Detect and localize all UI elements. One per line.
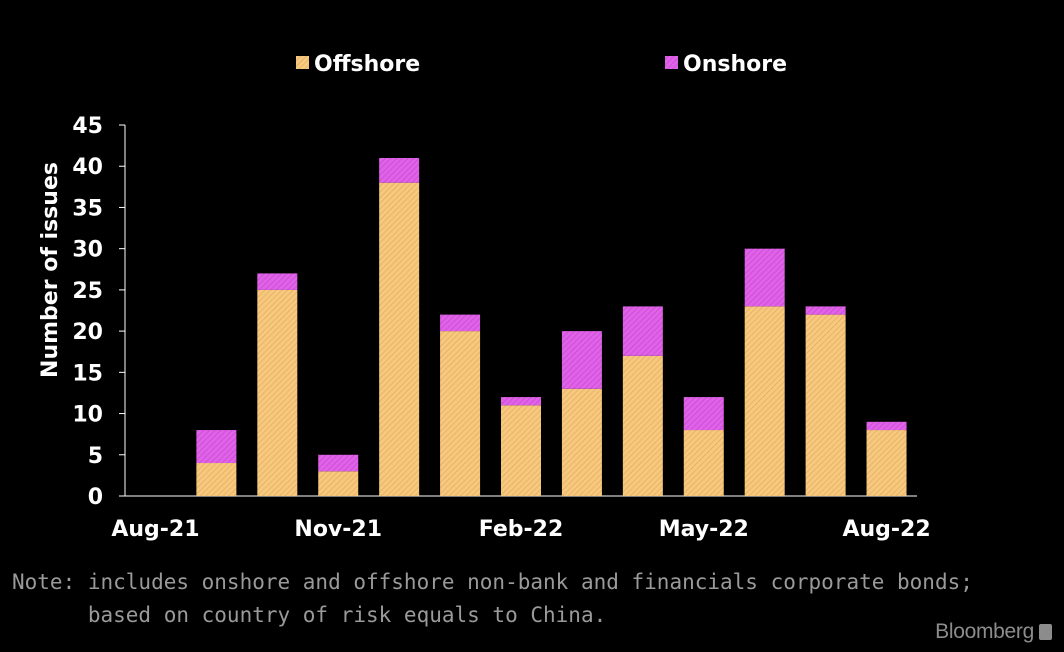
bar-offshore-nov-21 (318, 471, 359, 496)
footnote-line-1: Note: includes onshore and offshore non-… (12, 570, 973, 594)
y-tick-label: 35 (72, 196, 103, 221)
bar-onshore-may-22 (683, 397, 724, 431)
x-tick-labels: Aug-21 Nov-21 Feb-22 May-22 Aug-22 (111, 517, 930, 542)
bar-offshore-oct-21 (257, 289, 298, 496)
bar-onshore-sep-21 (196, 430, 237, 464)
y-tick-label: 40 (72, 155, 103, 180)
legend-swatch-offshore (296, 56, 309, 69)
bar-onshore-feb-22 (501, 397, 541, 406)
bar-offshore-mar-22 (561, 388, 602, 496)
y-axis-title: Number of issues (38, 162, 63, 378)
y-tick-label: 25 (72, 279, 103, 304)
bar-offshore-aug-22 (866, 430, 907, 496)
bar-offshore-sep-21 (196, 463, 237, 496)
y-tick-label: 10 (72, 403, 103, 428)
bloomberg-terminal-icon (1039, 624, 1052, 640)
bar-onshore-jul-22 (805, 306, 846, 315)
y-tick-label: 30 (72, 238, 103, 263)
x-tick-label: Aug-21 (111, 517, 199, 542)
y-tick-label: 45 (72, 114, 103, 139)
bar-offshore-jan-22 (440, 331, 481, 496)
x-tick-label: Feb-22 (479, 517, 564, 542)
bar-onshore-apr-22 (622, 306, 663, 356)
bar-offshore-may-22 (683, 430, 724, 496)
bar-onshore-oct-21 (257, 273, 298, 290)
bar-onshore-mar-22 (561, 331, 602, 389)
legend-label-offshore: Offshore (314, 52, 420, 77)
x-tick-label: Aug-22 (842, 517, 930, 542)
brand-name: Bloomberg (935, 620, 1034, 643)
bar-offshore-jun-22 (744, 306, 785, 496)
y-tick-label: 0 (88, 485, 103, 510)
y-tick-label: 15 (72, 361, 103, 386)
footnote-line-2: based on country of risk equals to China… (12, 603, 607, 627)
legend: Offshore Onshore (296, 52, 787, 77)
bar-onshore-jun-22 (744, 248, 785, 307)
x-tick-label: May-22 (659, 517, 749, 542)
footnote: Note: includes onshore and offshore non-… (12, 566, 973, 632)
legend-swatch-onshore (665, 56, 678, 69)
bar-offshore-dec-21 (379, 182, 420, 496)
bars (196, 157, 907, 496)
x-tick-label: Nov-21 (294, 517, 382, 542)
bar-offshore-apr-22 (622, 355, 663, 496)
y-tick-labels: 0 5 10 15 20 25 30 35 40 45 (72, 114, 103, 510)
bar-onshore-dec-21 (379, 157, 420, 183)
bar-offshore-jul-22 (805, 314, 846, 496)
bloomberg-logo: Bloomberg (935, 620, 1052, 644)
stacked-bar-chart: Offshore Onshore Number of issues 0 5 10 15 2… (38, 52, 931, 542)
bar-onshore-jan-22 (440, 314, 481, 332)
bar-onshore-nov-21 (318, 454, 359, 472)
legend-label-onshore: Onshore (683, 52, 787, 77)
y-tick-label: 20 (72, 320, 103, 345)
bar-onshore-aug-22 (866, 421, 907, 431)
bar-offshore-feb-22 (501, 405, 541, 496)
y-tick-label: 5 (88, 444, 103, 469)
y-axis-title-group: Number of issues (38, 162, 63, 378)
